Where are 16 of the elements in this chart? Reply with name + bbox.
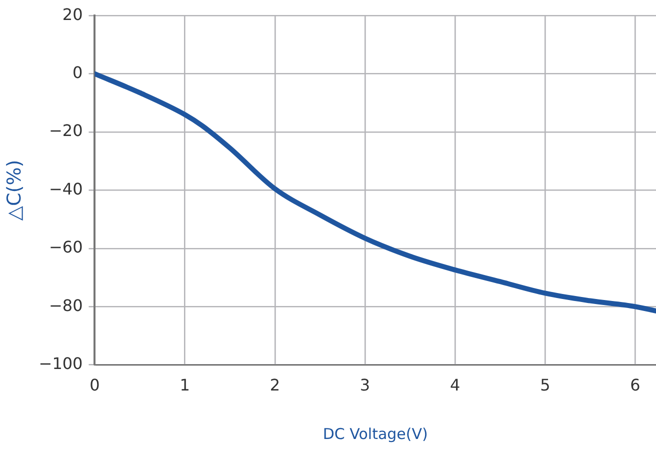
x-tick-label: 6	[630, 376, 640, 395]
x-tick-label: 1	[180, 376, 190, 395]
y-axis-title: △C(%)	[3, 160, 26, 221]
x-tick-label: 2	[270, 376, 280, 395]
y-tick-label: 0	[72, 62, 83, 82]
x-tick-label: 5	[540, 376, 550, 395]
x-tick-label: 0	[90, 376, 100, 395]
y-tick-label: 20	[62, 4, 83, 24]
x-axis-title: DC Voltage(V)	[322, 424, 428, 443]
y-tick-label: −80	[48, 296, 83, 315]
y-tick-label: −40	[48, 179, 83, 198]
y-tick-label: −100	[38, 354, 83, 373]
x-tick-label: 4	[450, 376, 460, 395]
y-tick-label: −20	[48, 121, 83, 140]
x-tick-label: 3	[360, 376, 370, 395]
y-tick-label: −60	[48, 238, 83, 257]
